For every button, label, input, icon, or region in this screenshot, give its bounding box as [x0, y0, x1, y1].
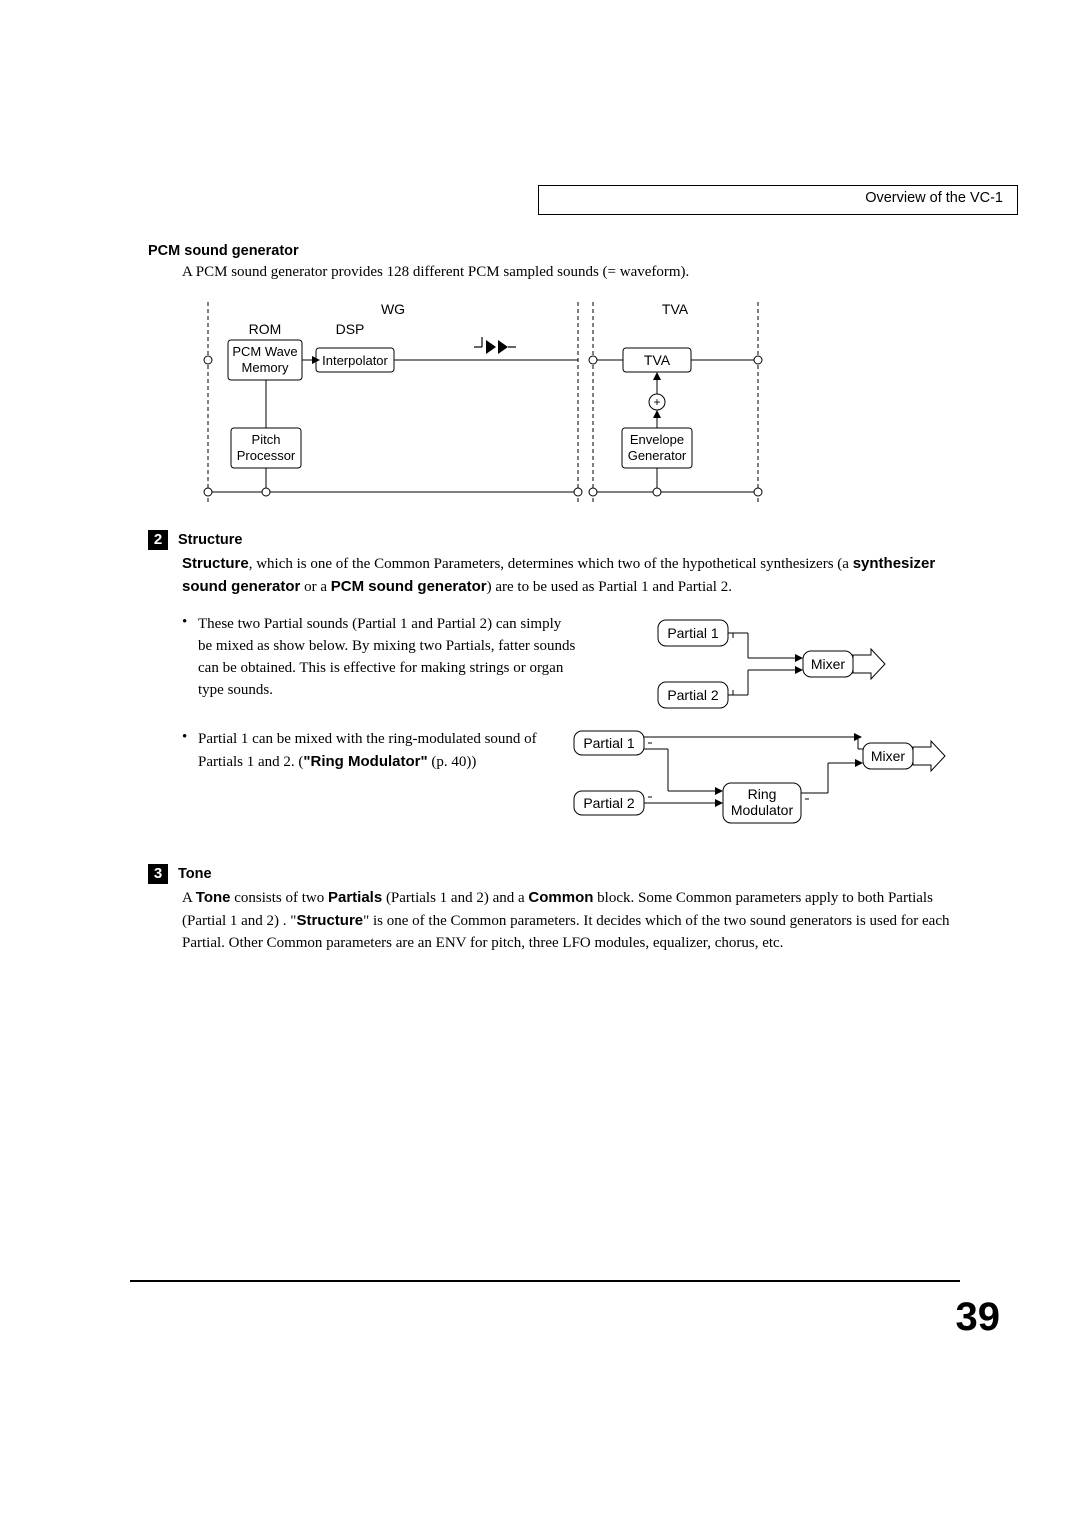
waveform-icon — [474, 337, 516, 354]
structure-mid: or a — [300, 579, 330, 595]
svg-text:Ring: Ring — [748, 786, 777, 802]
pcm-heading: PCM sound generator — [148, 243, 960, 259]
pcm-wave-label: PCM Wave — [232, 344, 297, 359]
pcm-text: A PCM sound generator provides 128 diffe… — [182, 262, 960, 284]
bullet-dot: • — [182, 729, 198, 834]
wg-label: WG — [381, 302, 405, 317]
badge-2: 2 — [148, 530, 168, 550]
svg-text:Modulator: Modulator — [731, 802, 794, 818]
svg-text:Partial 1: Partial 1 — [667, 625, 719, 641]
processor-label: Processor — [237, 448, 296, 463]
tva-box-label: TVA — [644, 352, 671, 368]
bullet-1-text: These two Partial sounds (Partial 1 and … — [198, 614, 578, 719]
header-title: Overview of the VC-1 — [865, 190, 1003, 206]
plus-label: + — [653, 395, 660, 409]
pcm-block-diagram: WG TVA ROM DSP PCM Wave Memory Interpola… — [198, 302, 768, 502]
bullet-dot: • — [182, 614, 198, 719]
envelope-label: Envelope — [630, 432, 684, 447]
bullet-2-row: • Partial 1 can be mixed with the ring-m… — [182, 729, 972, 834]
structure-rest1: , which is one of the Common Parameters,… — [249, 556, 853, 572]
dsp-label: DSP — [336, 321, 365, 337]
rom-label: ROM — [249, 321, 282, 337]
tone-title: Tone — [178, 866, 212, 882]
tva-group-label: TVA — [662, 302, 689, 317]
page-number: 39 — [956, 1295, 1001, 1340]
svg-text:Mixer: Mixer — [871, 748, 906, 764]
memory-label: Memory — [242, 360, 289, 375]
structure-rest2: ) are to be used as Partial 1 and Partia… — [487, 579, 732, 595]
svg-text:Partial 2: Partial 2 — [583, 795, 635, 811]
svg-text:Partial 2: Partial 2 — [667, 687, 719, 703]
structure-title: Structure — [178, 532, 242, 548]
generator-label: Generator — [628, 448, 687, 463]
structure-lead: Structure — [182, 555, 249, 572]
svg-text:Partial 1: Partial 1 — [583, 735, 635, 751]
bullet-1-row: • These two Partial sounds (Partial 1 an… — [182, 614, 972, 719]
pitch-label: Pitch — [252, 432, 281, 447]
bullet-2-text: Partial 1 can be mixed with the ring-mod… — [198, 729, 568, 834]
structure-bold2: PCM sound generator — [331, 578, 487, 595]
header-box: Overview of the VC-1 — [538, 185, 1018, 215]
structure-paragraph: Structure, which is one of the Common Pa… — [182, 553, 952, 599]
footer-rule — [130, 1280, 960, 1282]
mixer-diagram-1: Partial 1 Partial 2 Mixer — [578, 614, 972, 719]
svg-text:Mixer: Mixer — [811, 656, 846, 672]
interpolator-label: Interpolator — [322, 353, 388, 368]
tone-section: 3 Tone — [130, 864, 960, 884]
tone-paragraph: A Tone consists of two Partials (Partial… — [182, 887, 952, 954]
mixer-diagram-2: Partial 1 Partial 2 Ring Modulator Mixer — [568, 729, 972, 834]
structure-section: 2 Structure — [130, 530, 960, 550]
badge-3: 3 — [148, 864, 168, 884]
